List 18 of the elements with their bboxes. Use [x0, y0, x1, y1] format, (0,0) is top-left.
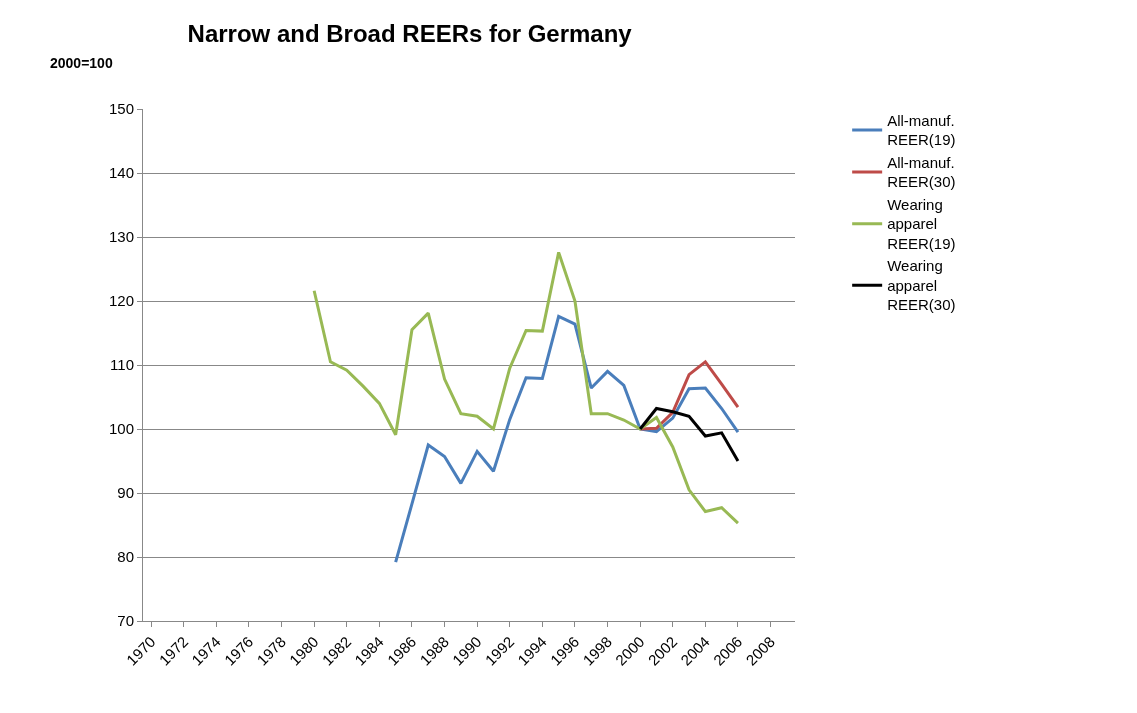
- legend-label: Wearing apparel REER(30): [887, 257, 956, 314]
- legend-label: All-manuf. REER(19): [887, 111, 956, 149]
- y-tick-label: 130: [108, 228, 134, 246]
- y-tick-label: 120: [108, 292, 134, 310]
- y-tick-label: 150: [108, 100, 134, 118]
- y-tick-label: 100: [108, 420, 134, 438]
- line-series: [638, 407, 740, 463]
- y-tick-label: 110: [110, 356, 134, 374]
- legend-label: Wearing apparel REER(19): [887, 195, 956, 252]
- legend-label: All-manuf. REER(30): [887, 153, 956, 191]
- y-tick-label: 140: [108, 164, 134, 182]
- line-series: [394, 314, 740, 564]
- y-axis-title: 2000=100: [50, 55, 113, 71]
- chart-title: Narrow and Broad REERs for Germany: [187, 19, 633, 47]
- y-tick-label: 70: [117, 612, 134, 630]
- y-tick-label: 90: [117, 484, 134, 502]
- line-series: [312, 250, 740, 525]
- y-tick-label: 80: [117, 548, 134, 566]
